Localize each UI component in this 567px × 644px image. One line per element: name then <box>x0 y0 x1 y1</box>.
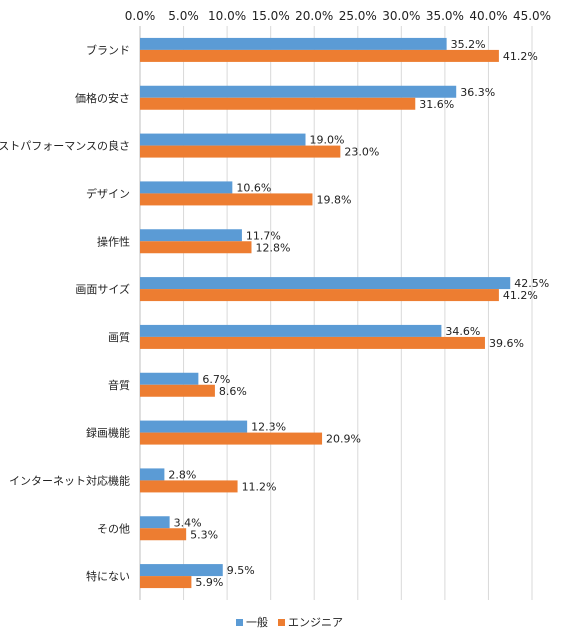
bar-general <box>140 468 165 481</box>
data-label: 31.6% <box>419 98 454 111</box>
data-label: 34.6% <box>445 325 480 338</box>
x-tick-label: 40.0% <box>469 9 507 23</box>
data-label: 9.5% <box>227 564 255 577</box>
category-label: 画質 <box>108 330 130 344</box>
bar-general <box>140 324 442 337</box>
bar-general <box>140 372 199 385</box>
bar-engineer <box>140 528 187 541</box>
bar-general <box>140 229 242 242</box>
data-label: 5.3% <box>190 528 218 541</box>
bar-engineer <box>140 97 416 110</box>
x-tick-label: 25.0% <box>339 9 377 23</box>
bar-general <box>140 516 170 529</box>
data-label: 39.6% <box>489 337 524 350</box>
category-label: 録画機能 <box>86 426 130 440</box>
legend-swatch <box>278 619 285 626</box>
category-label: ブランド <box>86 43 130 57</box>
bar-general <box>140 85 457 98</box>
bar-general <box>140 181 233 194</box>
bar-engineer <box>140 576 192 589</box>
category-label: コストパフォーマンスの良さ <box>0 139 130 153</box>
category-label: 特にない <box>86 569 130 583</box>
data-label: 5.9% <box>195 576 223 589</box>
bar-engineer <box>140 432 323 445</box>
data-label: 20.9% <box>326 433 361 446</box>
legend-label: エンジニア <box>288 616 343 629</box>
data-label: 11.2% <box>242 480 277 493</box>
bar-engineer <box>140 241 252 254</box>
bar-engineer <box>140 193 313 206</box>
bar-general <box>140 133 306 146</box>
x-tick-label: 20.0% <box>295 9 333 23</box>
bar-engineer <box>140 49 499 62</box>
x-tick-label: 15.0% <box>252 9 290 23</box>
x-tick-label: 35.0% <box>426 9 464 23</box>
legend-swatch <box>236 619 243 626</box>
category-label: デザイン <box>86 186 130 200</box>
bar-engineer <box>140 384 215 397</box>
bar-general <box>140 277 511 290</box>
legend-label: 一般 <box>246 616 268 629</box>
x-tick-label: 5.0% <box>168 9 199 23</box>
category-label: 画面サイズ <box>75 282 130 296</box>
bar-general <box>140 420 248 433</box>
bar-engineer <box>140 145 341 158</box>
data-label: 12.3% <box>251 421 286 434</box>
category-label: 価格の安さ <box>75 91 130 105</box>
data-label: 6.7% <box>202 373 230 386</box>
bar-engineer <box>140 336 485 349</box>
category-label: その他 <box>97 522 130 535</box>
data-label: 2.8% <box>168 468 196 481</box>
data-label: 8.6% <box>219 385 247 398</box>
x-tick-label: 0.0% <box>125 9 156 23</box>
category-label: インターネット対応機能 <box>9 473 130 487</box>
data-label: 19.0% <box>310 134 345 147</box>
x-tick-label: 10.0% <box>208 9 246 23</box>
data-label: 11.7% <box>246 229 281 242</box>
data-label: 12.8% <box>256 241 291 254</box>
bar-engineer <box>140 289 499 302</box>
data-label: 42.5% <box>514 277 549 290</box>
data-label: 23.0% <box>344 146 379 159</box>
bar-general <box>140 564 223 577</box>
category-label: 操作性 <box>97 234 130 248</box>
data-label: 41.2% <box>503 289 538 302</box>
bar-general <box>140 37 447 50</box>
x-tick-label: 45.0% <box>513 9 551 23</box>
data-label: 3.4% <box>174 516 202 529</box>
data-label: 10.6% <box>236 181 271 194</box>
data-label: 35.2% <box>451 38 486 51</box>
x-tick-label: 30.0% <box>382 9 420 23</box>
data-label: 41.2% <box>503 50 538 63</box>
data-label: 36.3% <box>460 86 495 99</box>
bar-engineer <box>140 480 238 493</box>
category-label: 音質 <box>108 378 130 392</box>
data-label: 19.8% <box>316 193 351 206</box>
